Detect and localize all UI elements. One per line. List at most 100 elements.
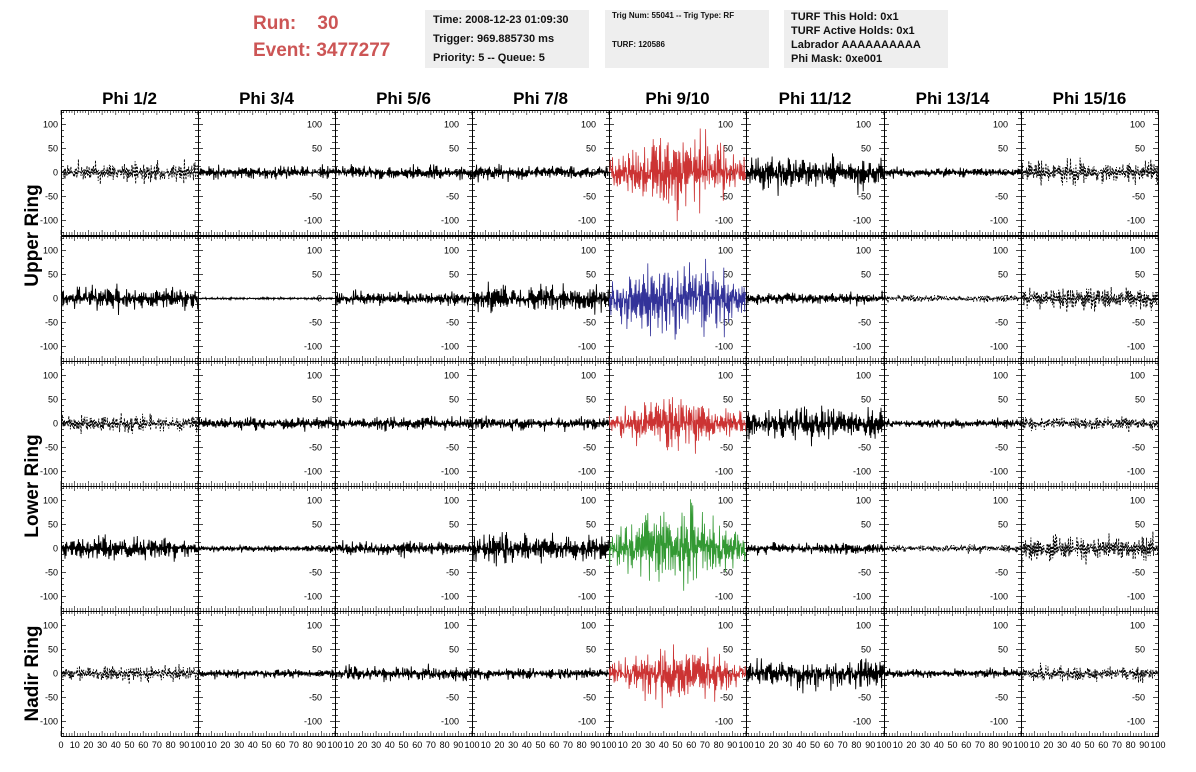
y-tick-label: 50 — [449, 143, 459, 153]
y-tick-label: -50 — [1132, 318, 1145, 328]
y-tick-label: 50 — [48, 269, 58, 279]
trig-line: Trig Num: 55041 -- Trig Type: RF — [612, 11, 735, 20]
phi-mask-line: Phi Mask: 0xe001 — [791, 53, 883, 65]
waveform-line — [197, 164, 336, 180]
y-tick-label: 100 — [993, 119, 1008, 129]
y-tick-label: -100 — [40, 342, 58, 352]
y-tick-label: 50 — [586, 143, 596, 153]
y-tick-label: -50 — [446, 443, 459, 453]
y-tick-label: 100 — [43, 370, 58, 380]
y-tick-label: -50 — [309, 318, 322, 328]
trigger-line: Trigger: 969.885730 ms — [433, 33, 555, 45]
column-label: Phi 13/14 — [916, 89, 990, 108]
y-tick-label: 0 — [1140, 294, 1145, 304]
waveform-line — [745, 290, 885, 307]
y-tick-label: 50 — [998, 394, 1008, 404]
y-tick-label: -50 — [583, 443, 596, 453]
y-tick-label: 50 — [998, 269, 1008, 279]
waveform-line — [745, 153, 885, 196]
waveform-line — [1020, 286, 1159, 313]
column-label: Phi 3/4 — [239, 89, 294, 108]
y-tick-label: 100 — [856, 245, 871, 255]
y-tick-label: 50 — [586, 269, 596, 279]
waveform-line — [334, 164, 473, 181]
y-tick-label: -100 — [304, 467, 322, 477]
waveform-line — [1020, 157, 1159, 186]
priority-line: Priority: 5 -- Queue: 5 — [433, 52, 545, 64]
y-tick-label: 50 — [48, 143, 58, 153]
turf-active-line: TURF Active Holds: 0x1 — [791, 25, 915, 37]
y-tick-label: -50 — [995, 443, 1008, 453]
y-tick-label: -100 — [1127, 467, 1145, 477]
y-tick-label: 100 — [856, 370, 871, 380]
y-tick-label: 50 — [312, 143, 322, 153]
y-tick-label: -100 — [304, 592, 322, 602]
time-info-box: Time: 2008-12-23 01:09:30 Trigger: 969.8… — [425, 10, 589, 68]
waveform-line — [471, 163, 610, 183]
trig-info-box: Trig Num: 55041 -- Trig Type: RF TURF: 1… — [605, 10, 769, 68]
y-tick-label: -100 — [304, 342, 322, 352]
y-tick-label: -100 — [441, 467, 459, 477]
waveform-grid-chart: Phi 1/2 Phi 3/4 Phi 5/6 Phi 7/8 Phi 9/10 Phi … — [22, 89, 1166, 750]
y-tick-label: -50 — [45, 443, 58, 453]
y-tick-label: -100 — [304, 216, 322, 226]
y-tick-label: -100 — [715, 467, 733, 477]
y-tick-label: 100 — [581, 119, 596, 129]
y-tick-label: 100 — [43, 245, 58, 255]
y-tick-label: -50 — [45, 318, 58, 328]
y-tick-label: 50 — [1135, 143, 1145, 153]
y-tick-label: -50 — [583, 568, 596, 578]
y-tick-label: 100 — [581, 370, 596, 380]
waveform-line — [883, 417, 1022, 430]
waveform-line — [197, 416, 336, 432]
column-label: Phi 15/16 — [1053, 89, 1127, 108]
run-value: 30 — [317, 13, 339, 34]
y-tick-label: -100 — [1127, 592, 1145, 602]
y-tick-label: 100 — [1130, 245, 1145, 255]
waveform-line — [60, 534, 199, 562]
y-tick-label: 50 — [861, 143, 871, 153]
column-label: Phi 7/8 — [513, 89, 568, 108]
y-tick-label: 0 — [1003, 294, 1008, 304]
y-tick-label: 100 — [993, 370, 1008, 380]
y-tick-label: -100 — [441, 592, 459, 602]
y-tick-label: 100 — [444, 370, 459, 380]
y-tick-label: -100 — [715, 592, 733, 602]
y-tick-label: 50 — [1135, 394, 1145, 404]
y-tick-label: -50 — [1132, 568, 1145, 578]
turf-info-box: TURF This Hold: 0x1 TURF Active Holds: 0… — [784, 10, 948, 68]
waveform-line — [1020, 531, 1159, 568]
ring-label: Upper Ring — [22, 184, 43, 286]
y-tick-label: 0 — [1140, 168, 1145, 178]
y-tick-label: -50 — [583, 192, 596, 202]
y-tick-label: 0 — [53, 544, 58, 554]
y-tick-label: -50 — [583, 318, 596, 328]
y-tick-label: 50 — [861, 394, 871, 404]
y-tick-label: 100 — [718, 119, 733, 129]
y-tick-label: -100 — [578, 592, 596, 602]
y-tick-label: 100 — [43, 119, 58, 129]
y-tick-label: -50 — [995, 318, 1008, 328]
y-tick-label: 100 — [307, 370, 322, 380]
y-tick-label: 0 — [53, 294, 58, 304]
waveform-line — [471, 281, 610, 315]
waveform-line — [608, 397, 747, 454]
y-tick-label: 50 — [1135, 269, 1145, 279]
y-tick-label: -50 — [446, 568, 459, 578]
y-tick-label: 50 — [723, 519, 733, 529]
y-tick-label: 50 — [312, 519, 322, 529]
